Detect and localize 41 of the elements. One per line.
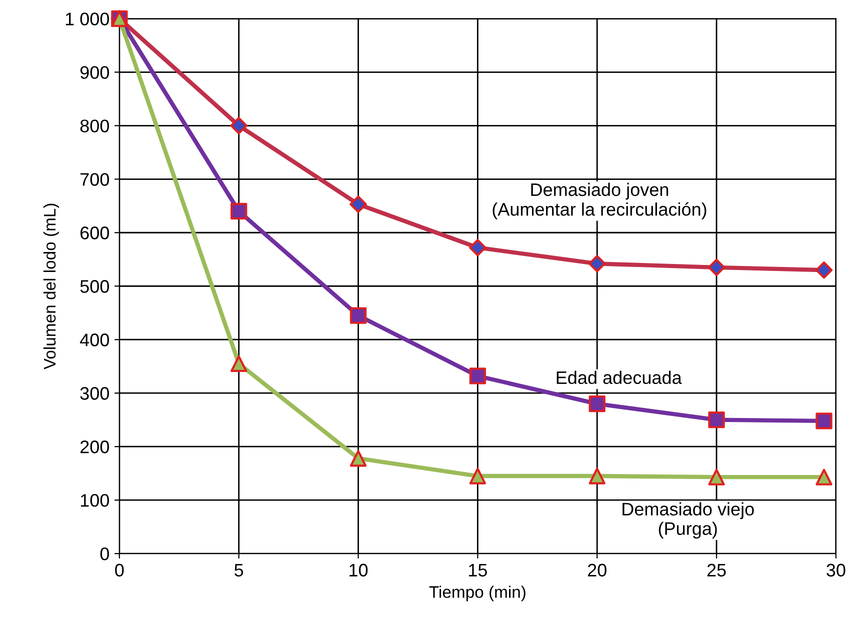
y-tick-label: 600 [80,226,109,240]
series-label: Edad adecuada [556,370,682,384]
point [816,412,832,430]
x-tick-label: 30 [826,564,846,577]
point [816,468,832,486]
x-tick-label: 0 [115,564,124,577]
point [350,307,367,324]
y-tick-label: 700 [80,173,109,186]
x-tick-label: 10 [350,564,368,577]
x-tick-label: 5 [234,564,244,577]
y-tick-label: 0 [100,548,109,560]
point [588,255,606,272]
series-label: Demasiado joven (Aumentar la recirculación) [492,182,706,220]
y-tick-label: 900 [80,66,109,79]
x-tick-label: 20 [588,564,606,577]
x-tick-label: 15 [469,564,487,577]
point [708,412,725,428]
point [350,196,367,213]
point [230,355,248,372]
y-tick-label: 800 [80,120,109,132]
series-label: Demasiado viejo (Purga) [622,502,754,539]
x-tick-label: 25 [707,564,726,577]
y-tick-label: 300 [80,387,109,400]
point [708,258,726,276]
y-tick-label: 400 [80,334,109,346]
point [469,238,486,256]
y-tick-label: 200 [80,440,109,454]
point [230,116,248,134]
point [350,450,367,467]
y-axis-title: Volumen del lodo (mL) [43,204,59,370]
point [230,202,248,220]
point [469,368,486,384]
point [815,261,833,279]
point [588,395,606,412]
point [588,468,606,484]
y-tick-label: 100 [80,494,109,507]
point [469,468,486,484]
x-axis-title: Tiempo (min) [429,586,526,602]
y-tick-label: 500 [80,280,109,293]
y-tick-label: 1 000 [66,12,109,26]
point [708,468,725,486]
